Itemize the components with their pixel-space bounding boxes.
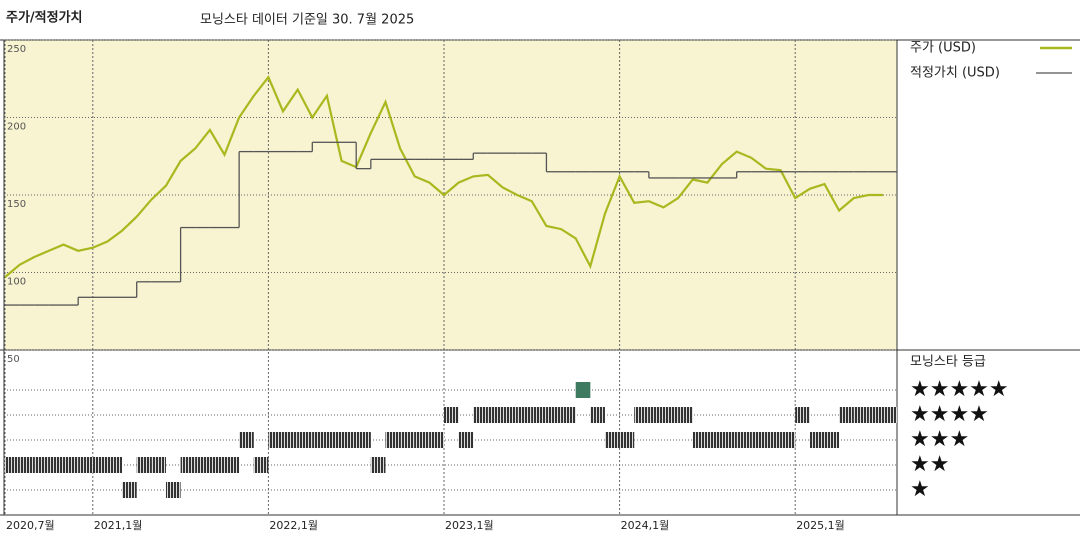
rating-bar xyxy=(604,432,620,448)
y-tick-label: 100 xyxy=(7,277,26,288)
chart-title: 모닝스타 데이터 기준일 30. 7월 2025 xyxy=(200,13,414,28)
rating-bar xyxy=(165,482,181,498)
rating-bar xyxy=(561,407,576,423)
rating-bar xyxy=(648,407,664,423)
rating-bar xyxy=(839,407,854,423)
rating-label: ★ xyxy=(910,477,930,502)
rating-bar xyxy=(283,432,298,448)
rating-bar xyxy=(853,407,869,423)
rating-bar xyxy=(868,407,883,423)
rating-bar xyxy=(78,457,93,473)
rating-bar xyxy=(429,432,444,448)
rating-bar xyxy=(575,382,591,398)
rating-bar xyxy=(414,432,430,448)
rating-label: ★★★ xyxy=(910,427,969,452)
rating-label: ★★★★★ xyxy=(910,377,1009,402)
rating-bar xyxy=(634,407,649,423)
y-tick-label: 200 xyxy=(7,122,26,133)
rating-bar xyxy=(63,457,79,473)
rating-bar xyxy=(268,432,284,448)
rating-bar xyxy=(48,457,64,473)
y-tick-label: 50 xyxy=(7,354,20,365)
rating-bar xyxy=(707,432,723,448)
rating-bar xyxy=(297,432,313,448)
rating-bar xyxy=(692,432,708,448)
rating-bar xyxy=(209,457,225,473)
rating-bar xyxy=(473,407,488,423)
rating-bar xyxy=(239,432,254,448)
rating-bar xyxy=(400,432,415,448)
rating-bar xyxy=(370,457,386,473)
rating-bar xyxy=(356,432,371,448)
rating-label: ★★★★ xyxy=(910,402,989,427)
rating-bar xyxy=(312,432,327,448)
rating-bar xyxy=(34,457,49,473)
rating-bar xyxy=(122,482,137,498)
rating-bar xyxy=(151,457,166,473)
x-tick-label: 2023,1월 xyxy=(445,519,494,532)
rating-bar xyxy=(531,407,547,423)
x-tick-label: 2022,1월 xyxy=(269,519,318,532)
legend-label: 적정가치 (USD) xyxy=(910,66,1000,81)
rating-label: ★★ xyxy=(910,452,949,477)
rating-bar xyxy=(92,457,108,473)
rating-bar xyxy=(487,407,503,423)
rating-bar xyxy=(385,432,401,448)
rating-bar xyxy=(824,432,840,448)
rating-bar xyxy=(5,457,20,473)
rating-bar xyxy=(253,457,269,473)
legend-label: 주가 (USD) xyxy=(910,41,976,56)
y-axis-title: 주가/적정가치 xyxy=(6,10,83,26)
rating-bar xyxy=(780,432,796,448)
rating-bar xyxy=(458,432,474,448)
rating-bar xyxy=(795,407,810,423)
rating-bar xyxy=(444,407,459,423)
rating-bar xyxy=(722,432,737,448)
price-line xyxy=(4,75,883,278)
x-tick-label: 2020,7월 xyxy=(6,519,55,532)
rating-bar xyxy=(326,432,342,448)
rating-bar xyxy=(678,407,693,423)
rating-bar xyxy=(546,407,562,423)
rating-bar xyxy=(590,407,605,423)
rating-bar xyxy=(765,432,781,448)
rating-bar xyxy=(619,432,635,448)
rating-bar xyxy=(136,457,152,473)
x-tick-label: 2024,1월 xyxy=(621,519,670,532)
rating-bar xyxy=(502,407,518,423)
rating-bar xyxy=(195,457,210,473)
rating-bar xyxy=(19,457,35,473)
rating-bar xyxy=(341,432,357,448)
x-tick-label: 2021,1월 xyxy=(94,519,143,532)
y-tick-label: 250 xyxy=(7,44,26,55)
rating-bar xyxy=(736,432,752,448)
rating-bar xyxy=(107,457,123,473)
rating-bar xyxy=(517,407,532,423)
rating-bar xyxy=(883,407,897,423)
rating-bar xyxy=(663,407,679,423)
x-tick-label: 2025,1월 xyxy=(796,519,845,532)
rating-title: 모닝스타 등급 xyxy=(910,355,986,370)
rating-bar xyxy=(809,432,825,448)
rating-bar xyxy=(751,432,766,448)
rating-bar xyxy=(180,457,196,473)
rating-bar xyxy=(224,457,240,473)
y-tick-label: 150 xyxy=(7,199,26,210)
